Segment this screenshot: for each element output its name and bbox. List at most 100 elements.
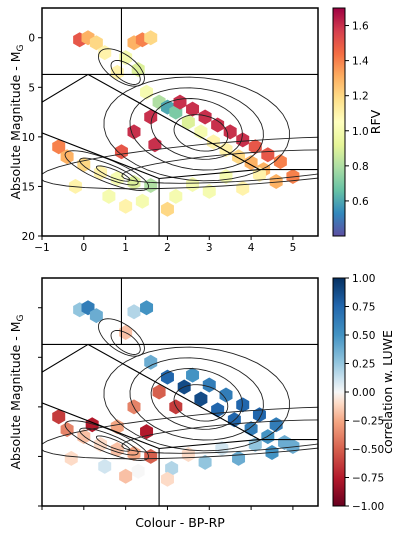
- hexbin-cell: [102, 188, 116, 204]
- bottom-x-ticks: [41, 506, 294, 510]
- density-contour: [103, 76, 290, 182]
- hexbin-cell: [52, 139, 66, 155]
- hexbin-cell: [198, 454, 212, 470]
- bottom-density-contours: [42, 318, 318, 461]
- density-contour: [103, 346, 290, 452]
- colorbar-tick-label: 0.75: [352, 302, 375, 314]
- hexbin-cell: [135, 193, 149, 209]
- colorbar-tick-label: 1.0: [352, 126, 369, 138]
- x-tick-label: 1: [122, 242, 129, 254]
- colorbar-tick-label: −0.50: [352, 444, 384, 456]
- hexbin-cell: [165, 460, 179, 476]
- hexbin-cell: [160, 471, 174, 487]
- y-tick-label: 5: [28, 82, 35, 94]
- y-tick-label: 10: [22, 132, 35, 144]
- hexbin-cell: [211, 402, 225, 418]
- colorbar-tick-label: 0.00: [352, 387, 375, 399]
- bottom-axes-frame: [41, 277, 319, 507]
- hexbin-cell: [194, 391, 208, 407]
- density-contour: [42, 406, 318, 460]
- top-colorbar: [332, 7, 346, 237]
- colorbar-tick-label: −1.00: [352, 501, 384, 513]
- hexbin-cell: [169, 188, 183, 204]
- top-density-contours: [42, 48, 318, 191]
- density-contour: [64, 150, 150, 191]
- hexbin-cell: [119, 198, 133, 214]
- hexbin-cell: [127, 304, 141, 320]
- colorbar-tick-label: 1.00: [352, 273, 375, 285]
- density-contour: [121, 419, 318, 454]
- colorbar-tick-label: 0.8: [352, 161, 369, 173]
- hexbin-cell: [110, 64, 124, 80]
- hexbin-cell: [211, 117, 225, 133]
- hexbin-cell: [152, 384, 166, 400]
- x-tick-label: 2: [164, 242, 171, 254]
- region-boundary-line: [42, 402, 160, 450]
- density-contour: [173, 114, 229, 152]
- top-colorbar-label: RFV: [368, 109, 383, 134]
- hexbin-cell: [186, 367, 200, 383]
- bottom-y-axis-label: Absolute Magnitude - MG: [8, 314, 26, 469]
- x-tick-label: 0: [80, 242, 87, 254]
- region-boundary-line: [87, 73, 260, 171]
- bottom-x-axis-label: Colour - BP-RP: [135, 515, 225, 530]
- hexbin-cell: [89, 35, 103, 51]
- hexbin-cell: [119, 468, 133, 484]
- hexbin-cell: [236, 180, 250, 196]
- bottom-colorbar-label: correlation w. LUWE: [380, 330, 395, 454]
- hexbin-cell: [202, 377, 216, 393]
- density-contour: [110, 59, 141, 85]
- colorbar-tick-label: −0.25: [352, 416, 384, 428]
- hexbin-cell: [269, 173, 283, 189]
- hexbin-cell: [89, 308, 103, 324]
- density-contour: [121, 149, 318, 184]
- hexbin-cell: [114, 144, 128, 160]
- hexbin-cell: [144, 30, 158, 46]
- bottom-panel: Absolute Magnitude - MG Colour - BP-RP 1…: [8, 273, 395, 530]
- density-contour: [79, 157, 139, 186]
- hexbin-cell: [202, 183, 216, 199]
- density-contour: [95, 435, 131, 452]
- hexbin-cell: [181, 114, 195, 130]
- density-contour: [64, 420, 150, 461]
- y-tick-label: 0: [28, 33, 35, 45]
- density-contour: [98, 48, 145, 87]
- hexbin-cell: [219, 387, 233, 403]
- hexbin-cell: [60, 149, 74, 165]
- top-region-lines: [42, 8, 318, 236]
- bottom-colorbar: [332, 277, 346, 507]
- hexbin-cell: [232, 450, 246, 466]
- top-x-ticks: −1 0 1 2 3 4 5: [34, 236, 296, 254]
- region-boundary-line: [87, 343, 260, 441]
- density-contour: [129, 357, 264, 441]
- hexbin-cell: [98, 458, 112, 474]
- density-contour: [42, 136, 318, 190]
- density-contour: [98, 318, 145, 357]
- density-contour: [79, 427, 139, 456]
- hexbin-cell: [144, 354, 158, 370]
- x-tick-label: 4: [248, 242, 255, 254]
- hexbin-cell: [160, 201, 174, 217]
- top-colorbar-ticks: 0.6 0.8 1.0 1.2 1.4 1.6: [345, 21, 369, 208]
- y-tick-label: 20: [22, 231, 35, 243]
- density-contour: [173, 384, 229, 422]
- hexbin-cell: [223, 124, 237, 140]
- colorbar-tick-label: 1.6: [352, 21, 369, 33]
- hexbin-cell: [248, 139, 262, 155]
- colorbar-tick-label: 0.6: [352, 196, 369, 208]
- hexbin-cell: [77, 157, 91, 173]
- hexbin-cell: [140, 300, 154, 316]
- hexbin-cell: [160, 369, 174, 385]
- top-y-ticks: 0 5 10 15 20: [22, 33, 42, 243]
- colorbar-tick-label: 1.2: [352, 91, 369, 103]
- top-y-axis-label: Absolute Magnitude - MG: [8, 44, 26, 199]
- hexbin-cell: [261, 147, 275, 163]
- top-panel: −1 0 1 2 3 4 5 0 5 10 15 20 Absolute Magnitude - M…: [8, 7, 383, 254]
- hexbin-cell: [144, 177, 158, 193]
- region-boundary-line: [42, 132, 160, 180]
- hexbin-cell: [127, 174, 141, 190]
- region-boundary-line: [159, 169, 260, 180]
- hexbin-cell: [273, 154, 287, 170]
- hexbin-cell: [131, 61, 145, 77]
